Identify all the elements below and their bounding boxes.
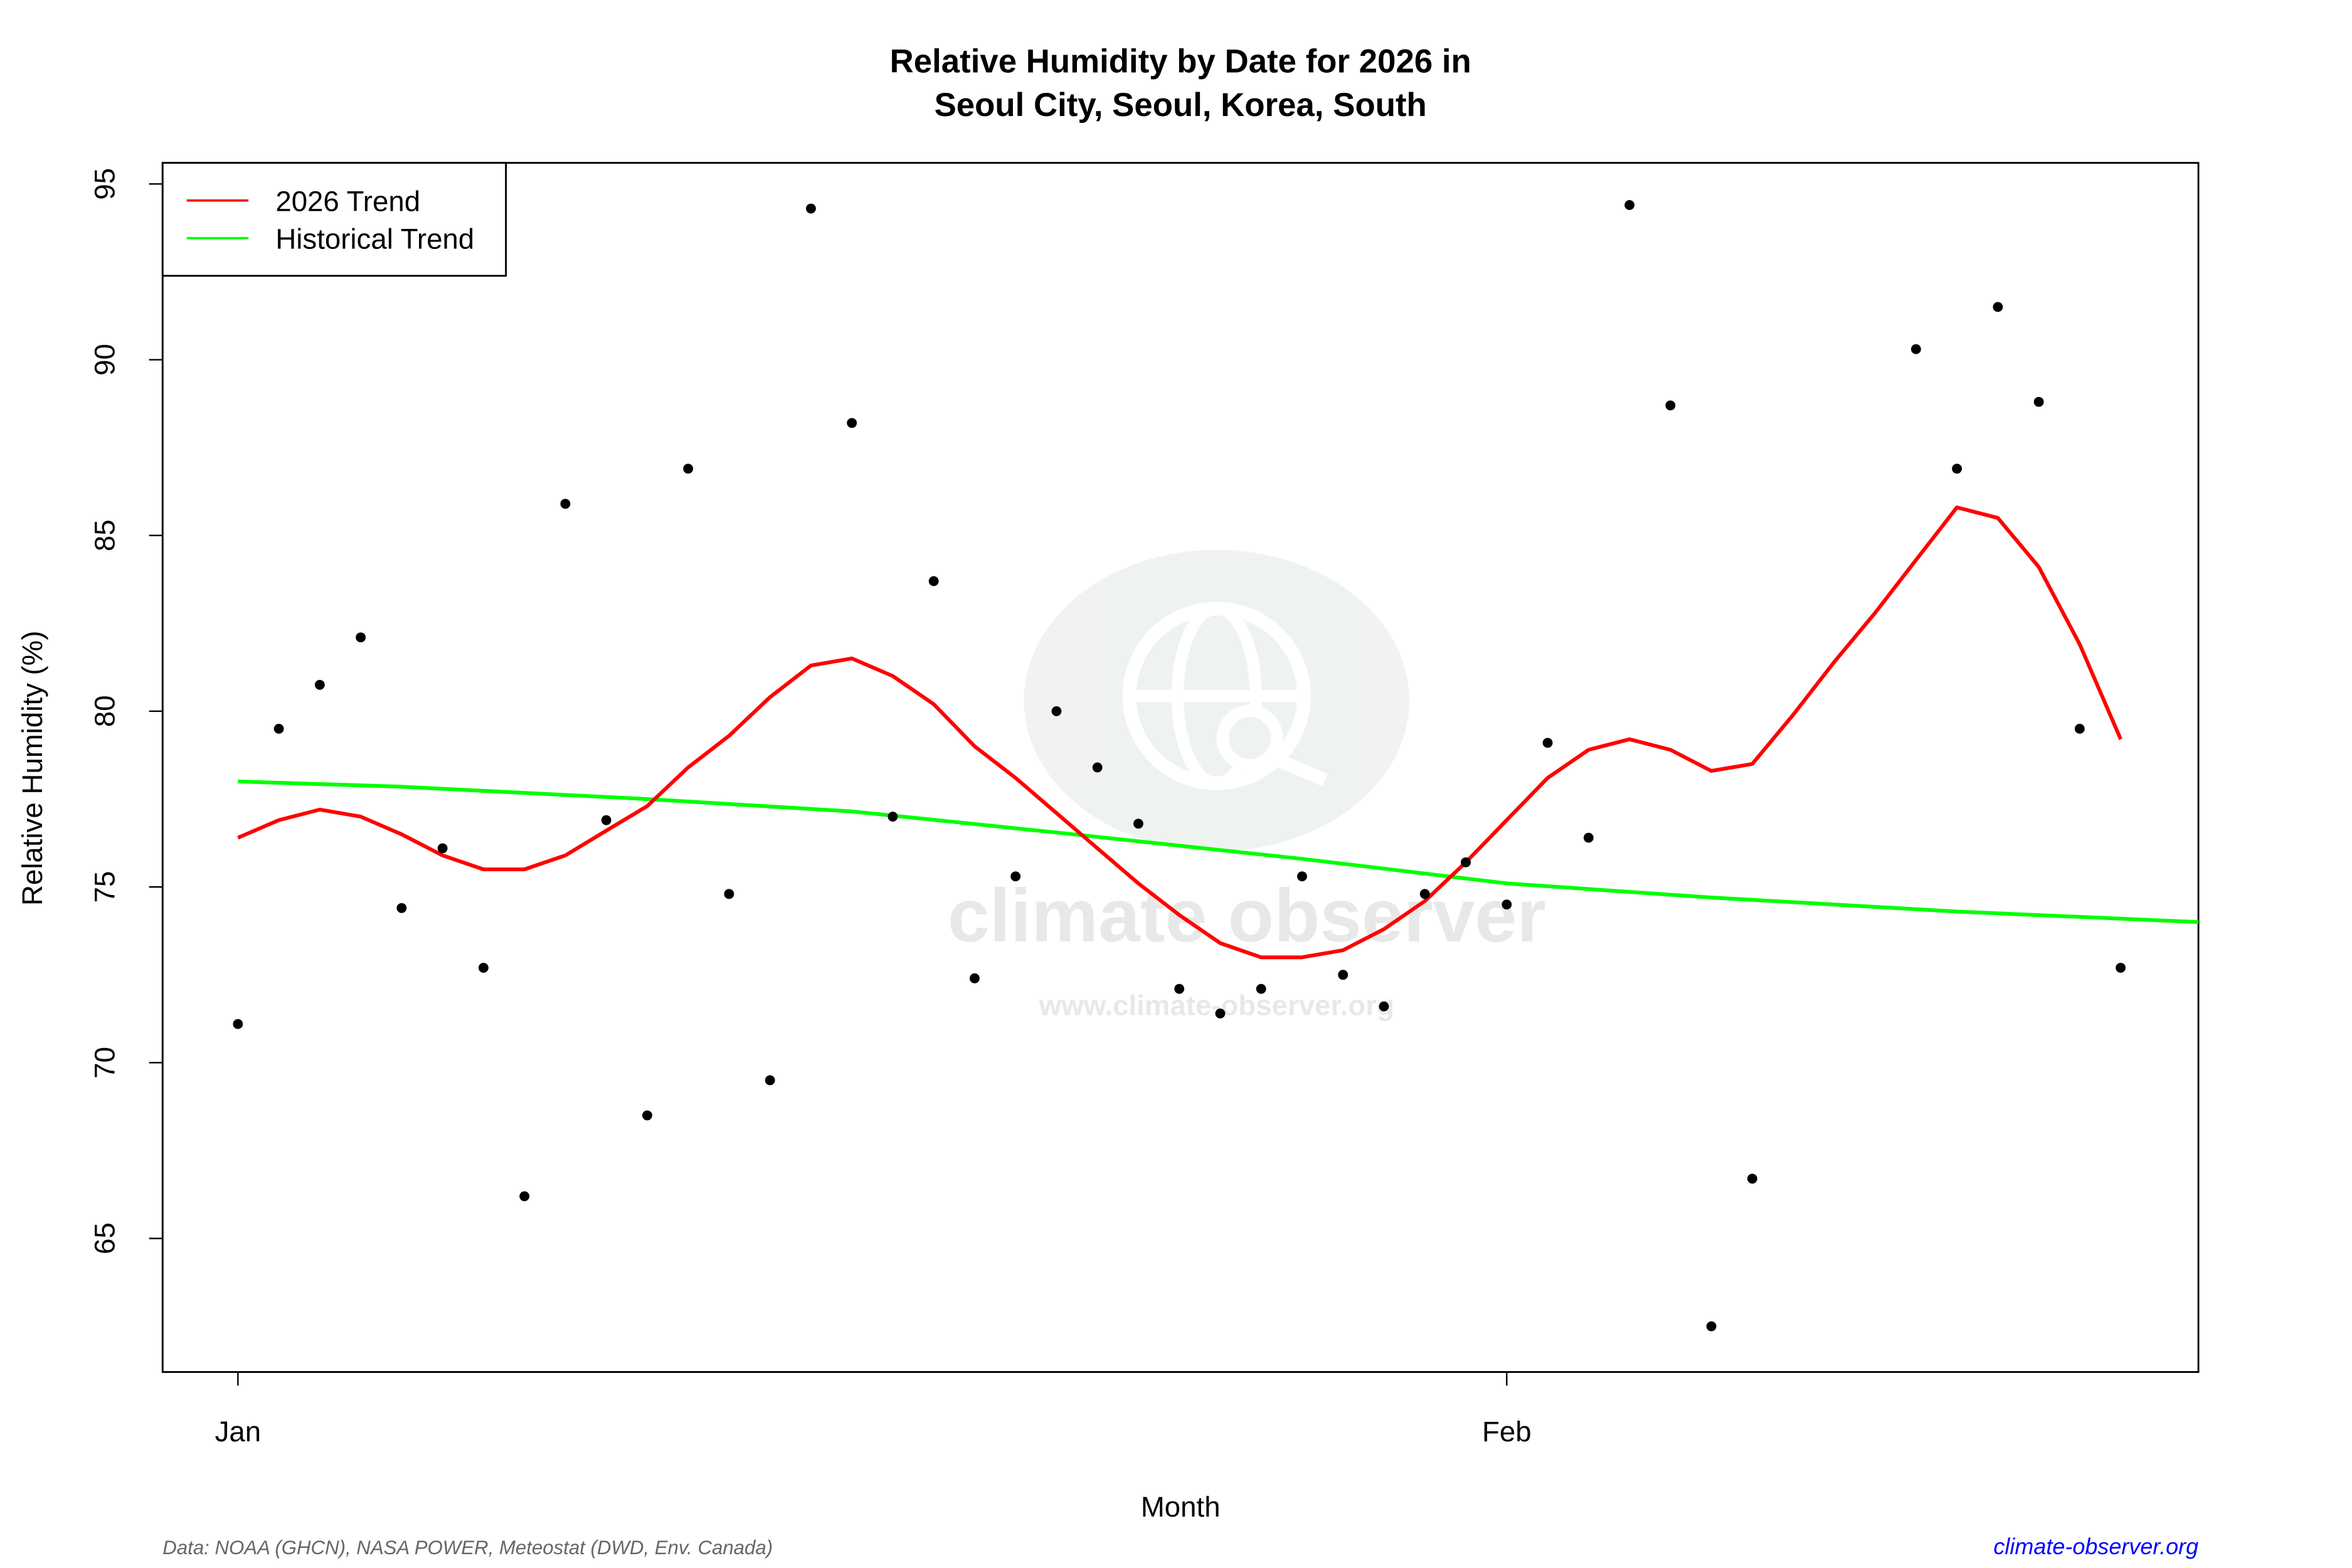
y-tick-label: 65 xyxy=(88,1222,120,1254)
y-axis: 65 70 75 80 85 90 95 xyxy=(88,168,164,1254)
data-point xyxy=(1993,302,2003,312)
data-point xyxy=(1379,1001,1389,1012)
data-point xyxy=(1419,889,1430,899)
y-tick-label: 80 xyxy=(88,696,120,728)
data-point xyxy=(1706,1321,1717,1332)
legend-label-2026: 2026 Trend xyxy=(275,186,420,218)
chart-title-line2: Seoul City, Seoul, Korea, South xyxy=(935,87,1427,124)
data-point xyxy=(314,679,325,690)
data-point xyxy=(601,815,612,825)
x-axis: Jan Feb xyxy=(215,1371,1532,1448)
data-point xyxy=(1461,857,1471,867)
x-tick-label: Jan xyxy=(215,1416,262,1448)
data-point xyxy=(1952,464,1963,474)
watermark-url: www.climate-observer.org xyxy=(1039,990,1394,1022)
data-point xyxy=(1502,899,1512,910)
data-point xyxy=(396,903,407,913)
data-point xyxy=(970,973,980,983)
historical-trend-line xyxy=(238,779,2199,924)
footer-source: Data: NOAA (GHCN), NASA POWER, Meteostat… xyxy=(162,1537,773,1559)
data-point xyxy=(1665,400,1676,411)
y-tick-label: 90 xyxy=(88,344,120,376)
data-point xyxy=(1051,706,1062,716)
data-point xyxy=(1133,818,1143,829)
y-tick-label: 70 xyxy=(88,1047,120,1079)
data-point xyxy=(806,203,816,214)
data-point xyxy=(2033,396,2044,407)
y-tick-label: 85 xyxy=(88,519,120,551)
2026-trend-line xyxy=(237,505,2122,960)
data-point xyxy=(273,724,284,734)
data-point xyxy=(478,963,489,973)
data-point xyxy=(437,843,448,854)
data-point xyxy=(519,1191,530,1202)
data-point xyxy=(1910,344,1921,354)
trend-lines xyxy=(237,505,2199,960)
y-tick-label: 95 xyxy=(88,168,120,200)
data-point xyxy=(642,1110,652,1121)
data-point xyxy=(1624,200,1634,210)
watermark: climate observer www.climate-observer.or… xyxy=(948,549,1546,1022)
data-point xyxy=(233,1019,243,1029)
chart-title-line1: Relative Humidity by Date for 2026 in xyxy=(890,43,1471,80)
data-point xyxy=(1583,832,1594,843)
data-point xyxy=(560,499,571,509)
data-point xyxy=(1256,983,1266,994)
footer-site-link[interactable]: climate-observer.org xyxy=(1993,1534,2198,1559)
x-axis-label: Month xyxy=(1141,1491,1221,1523)
data-points xyxy=(233,200,2126,1332)
data-point xyxy=(356,632,366,643)
data-point xyxy=(1174,983,1185,994)
data-point xyxy=(1215,1008,1226,1019)
y-axis-label: Relative Humidity (%) xyxy=(16,631,48,906)
y-tick-label: 75 xyxy=(88,871,120,903)
data-point xyxy=(1542,738,1553,748)
data-point xyxy=(1092,762,1103,773)
legend: 2026 Trend Historical Trend xyxy=(161,162,507,277)
data-point xyxy=(2116,963,2126,973)
data-point xyxy=(683,464,694,474)
data-point xyxy=(847,418,857,428)
data-point xyxy=(1338,970,1348,980)
x-tick-label: Feb xyxy=(1482,1416,1532,1448)
data-point xyxy=(887,812,898,822)
data-point xyxy=(724,889,734,899)
data-point xyxy=(1010,871,1021,882)
data-point xyxy=(1747,1173,1757,1184)
data-point xyxy=(1297,871,1307,882)
legend-label-historical: Historical Trend xyxy=(275,223,474,255)
data-point xyxy=(765,1075,775,1086)
data-point xyxy=(928,576,939,586)
data-point xyxy=(2074,724,2085,734)
watermark-text: climate observer xyxy=(948,874,1546,958)
